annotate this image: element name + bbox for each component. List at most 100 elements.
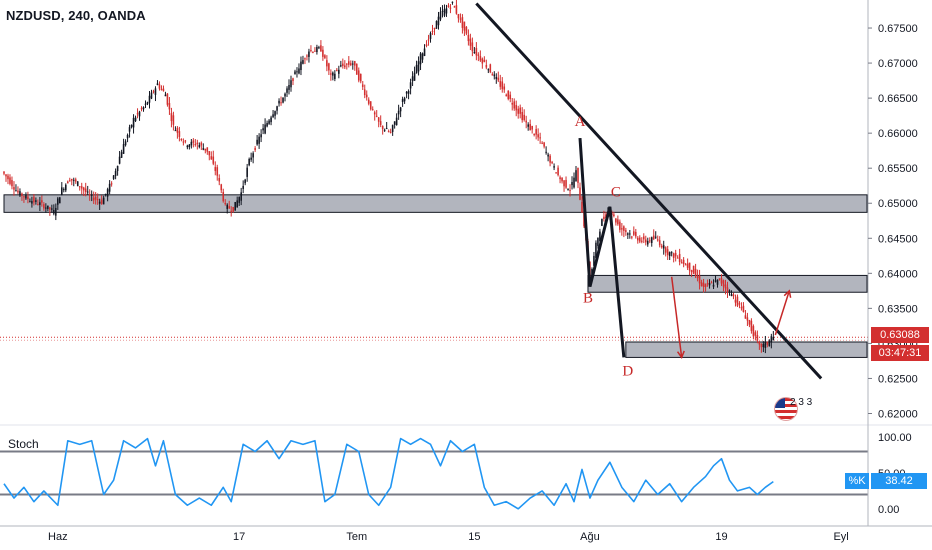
candle-body xyxy=(429,33,432,39)
candle xyxy=(411,71,414,86)
candle xyxy=(459,13,462,23)
candle-body xyxy=(479,56,482,61)
candle xyxy=(140,106,143,112)
candle-body xyxy=(280,102,282,104)
candle-body xyxy=(569,190,571,192)
candle xyxy=(772,331,775,341)
candle xyxy=(94,192,97,205)
candle-body xyxy=(660,245,663,248)
candle xyxy=(260,129,262,143)
candle-body xyxy=(300,61,302,71)
candle xyxy=(549,154,551,167)
candle xyxy=(314,47,316,52)
price-tick-label: 0.67500 xyxy=(878,23,918,35)
candle xyxy=(328,62,330,76)
candle xyxy=(43,202,45,211)
candle xyxy=(449,4,452,14)
candle xyxy=(184,139,187,144)
candle xyxy=(318,45,320,50)
candle-body xyxy=(387,131,390,133)
candle-body xyxy=(226,204,229,209)
candle-body xyxy=(140,108,143,110)
candle-body xyxy=(186,145,189,148)
candle xyxy=(336,67,338,72)
candle xyxy=(489,63,492,74)
candle xyxy=(96,193,99,205)
candle xyxy=(82,186,85,197)
candle xyxy=(188,143,191,150)
candle-body xyxy=(228,206,231,209)
candle-body xyxy=(734,299,737,303)
pattern-point-label: C xyxy=(611,185,621,201)
price-tick-label: 0.67000 xyxy=(878,58,918,70)
flag-icon[interactable] xyxy=(774,397,798,421)
candle-body xyxy=(102,197,105,205)
candle xyxy=(515,100,518,117)
candle-body xyxy=(740,307,743,309)
candle xyxy=(712,279,715,290)
candle-body xyxy=(644,239,647,243)
candle xyxy=(234,201,236,211)
candle xyxy=(648,237,651,244)
candle-body xyxy=(621,228,623,230)
candle-body xyxy=(272,114,274,117)
candle-body xyxy=(768,340,771,347)
candle xyxy=(25,192,27,200)
candle xyxy=(429,31,432,43)
candle xyxy=(724,279,727,295)
candle xyxy=(306,54,308,61)
candle xyxy=(509,91,512,103)
stoch-tick-label: 100.00 xyxy=(878,432,912,444)
candle xyxy=(720,274,723,287)
candle-body xyxy=(49,207,51,210)
candle xyxy=(736,294,739,308)
price-zone xyxy=(3,194,868,213)
candle xyxy=(114,168,117,180)
candle-body xyxy=(369,101,372,110)
candle-body xyxy=(748,320,751,325)
candle-body xyxy=(104,193,107,195)
candle-body xyxy=(517,108,520,114)
candle-body xyxy=(435,20,438,29)
candle xyxy=(463,21,466,36)
candle-body xyxy=(519,107,522,114)
candle-body xyxy=(100,199,103,204)
candle-body xyxy=(178,131,181,137)
candle xyxy=(162,85,165,92)
candle xyxy=(722,279,725,292)
candle-body xyxy=(615,218,617,223)
candle xyxy=(240,187,242,206)
candle-body xyxy=(415,64,418,74)
candle xyxy=(332,71,334,81)
candle-body xyxy=(724,284,727,289)
candle-body xyxy=(706,283,709,285)
event-icons[interactable]: 2 3 3 xyxy=(790,397,813,408)
candle-body xyxy=(581,201,583,213)
candle-body xyxy=(290,80,292,88)
candle-body xyxy=(240,192,242,201)
price-tick: 0.66000 xyxy=(868,128,918,140)
candle xyxy=(375,110,378,118)
candle xyxy=(714,275,717,283)
candle-body xyxy=(391,125,394,132)
candle xyxy=(31,196,33,208)
candle-body xyxy=(206,147,209,152)
candle xyxy=(216,164,219,181)
candle xyxy=(9,174,11,186)
candle-body xyxy=(601,219,603,226)
candle-body xyxy=(222,191,225,202)
candle xyxy=(746,312,749,326)
candle-body xyxy=(403,98,406,102)
candle xyxy=(613,211,615,218)
candle-body xyxy=(401,99,404,102)
candle xyxy=(346,63,348,70)
candle-body xyxy=(515,105,518,111)
candle xyxy=(473,47,476,54)
candle-body xyxy=(114,170,117,177)
candle-body xyxy=(523,114,525,121)
candle xyxy=(495,73,498,84)
candle xyxy=(144,100,147,109)
candle xyxy=(254,146,256,152)
candle xyxy=(342,58,344,69)
